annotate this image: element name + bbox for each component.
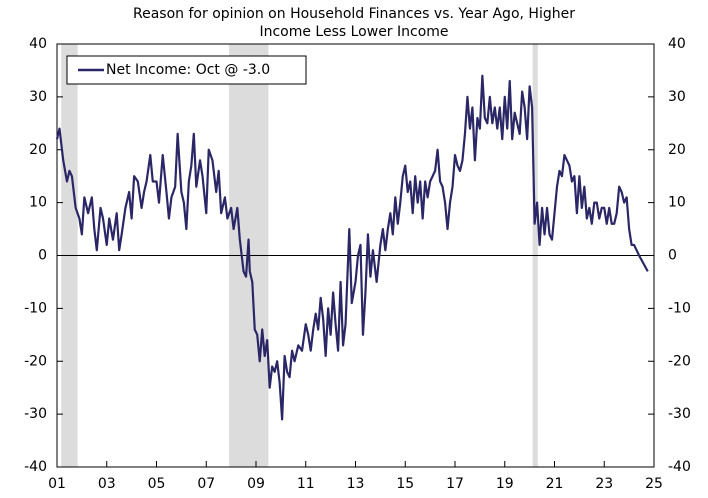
x-tick-label: 13 [347, 476, 365, 492]
y-tick-label: 20 [29, 142, 47, 158]
x-tick-label: 11 [297, 476, 315, 492]
x-tick-label: 07 [197, 476, 215, 492]
y2-tick-label: -40 [668, 459, 691, 475]
y2-tick-label: 0 [668, 248, 677, 264]
x-tick-label: 21 [546, 476, 564, 492]
x-tick-label: 25 [645, 476, 663, 492]
y-tick-label: -20 [24, 353, 47, 369]
data-line [55, 74, 649, 421]
y-tick-label: 30 [29, 89, 47, 105]
y2-tick-label: -30 [668, 406, 691, 422]
y-tick-label: 10 [29, 195, 47, 211]
x-tick-label: 03 [98, 476, 116, 492]
y-tick-label: -10 [24, 300, 47, 316]
y2-tick-label: 20 [668, 142, 686, 158]
legend-box [66, 55, 307, 85]
x-tick-label: 01 [48, 476, 66, 492]
y2-tick-label: 30 [668, 89, 686, 105]
chart-title: Reason for opinion on Household Finances… [133, 6, 575, 22]
x-tick-label: 09 [247, 476, 265, 492]
y2-tick-label: -20 [668, 353, 691, 369]
x-tick-label: 17 [446, 476, 464, 492]
y2-tick-label: -10 [668, 300, 691, 316]
y2-tick-label: 40 [668, 36, 686, 52]
legend-label: Net Income: Oct @ -3.0 [106, 62, 270, 78]
y-tick-label: 40 [29, 36, 47, 52]
y2-tick-label: 10 [668, 195, 686, 211]
x-tick-label: 23 [595, 476, 613, 492]
chart-title: Income Less Lower Income [259, 24, 448, 40]
x-tick-label: 15 [396, 476, 414, 492]
y-tick-label: -40 [24, 459, 47, 475]
x-tick-label: 05 [148, 476, 166, 492]
y-tick-label: 0 [38, 248, 47, 264]
x-tick-label: 19 [496, 476, 514, 492]
y-tick-label: -30 [24, 406, 47, 422]
